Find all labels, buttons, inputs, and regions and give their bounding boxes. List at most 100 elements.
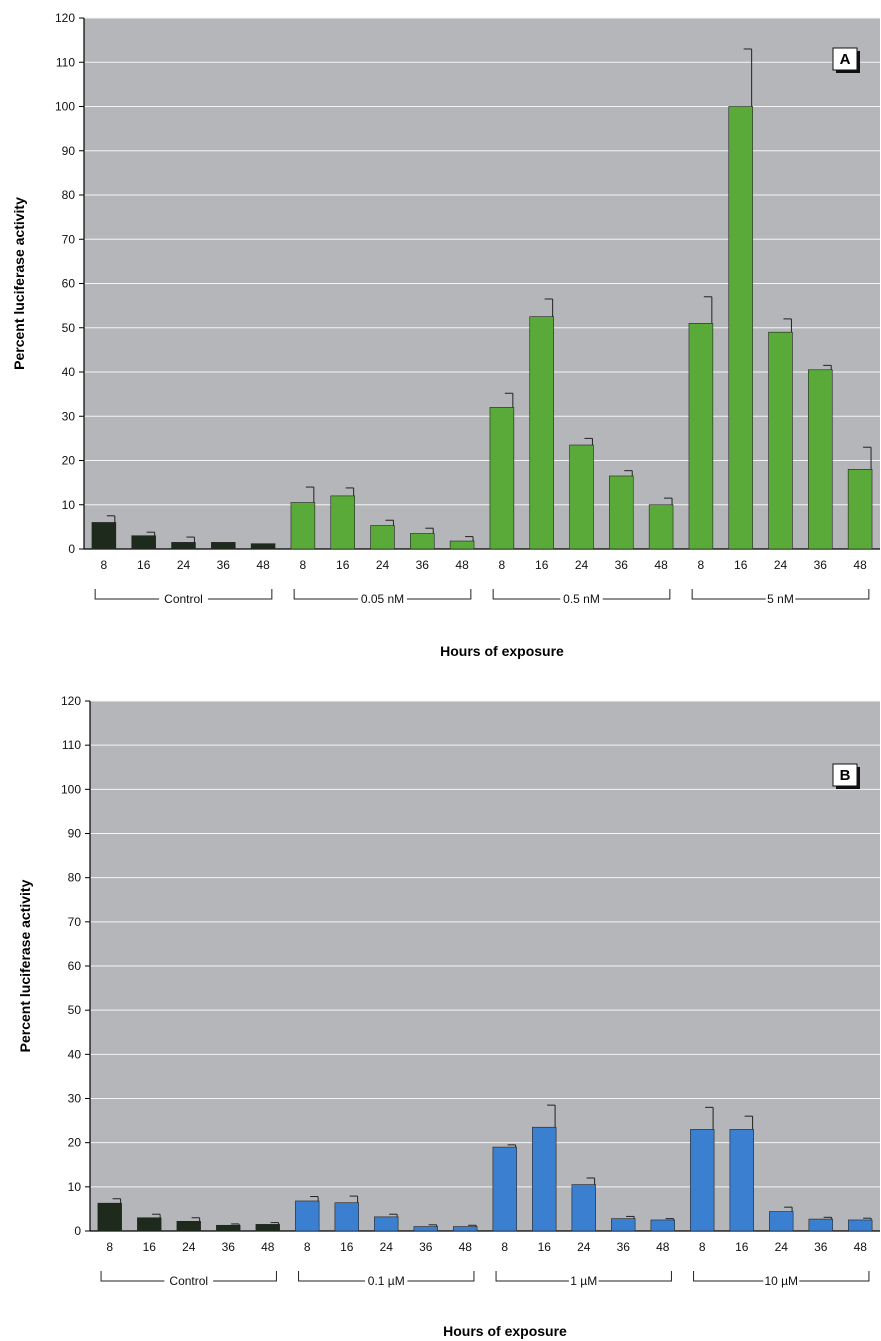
chart-panel-b: 0 10 20 30 40 50 60 70 80 90 100 110 120 8 16 24 36 48 Con…: [17, 694, 880, 1339]
group-label: 1 µM: [570, 1274, 597, 1288]
group-label: 0.05 nM: [361, 592, 404, 606]
x-tick-label: 8: [106, 1240, 113, 1254]
group-bracket: [94, 589, 160, 600]
x-tick-label: 48: [854, 1240, 868, 1254]
y-tick-label: 30: [68, 1092, 82, 1106]
y-tick-label: 30: [62, 409, 76, 423]
bar: [650, 1219, 675, 1232]
bar: [334, 1202, 359, 1232]
bar: [453, 1226, 478, 1232]
y-tick-label: 60: [68, 959, 82, 973]
bar: [808, 369, 833, 550]
y-tick-label: 0: [74, 1224, 81, 1238]
panel-letter: B: [840, 767, 851, 784]
y-tick-label: 70: [62, 232, 76, 246]
y-tick-label: 10: [62, 498, 76, 512]
y-axis-title: Percent luciferase activity: [11, 197, 27, 370]
bar: [97, 1202, 122, 1232]
bar: [690, 1129, 715, 1232]
bar: [91, 522, 117, 550]
y-tick-label: 90: [68, 827, 82, 841]
group-bracket: [799, 1271, 870, 1282]
group-label: Control: [169, 1274, 208, 1288]
x-tick-label: 24: [575, 558, 589, 572]
bar: [571, 1184, 596, 1232]
group-bracket: [602, 589, 671, 600]
bar: [330, 495, 355, 550]
x-tick-label: 48: [853, 558, 867, 572]
x-tick-label: 24: [775, 1240, 789, 1254]
group-bracket: [406, 589, 472, 600]
y-tick-label: 80: [62, 188, 76, 202]
x-tick-label: 16: [336, 558, 350, 572]
bar: [250, 543, 276, 550]
y-tick-label: 110: [56, 55, 75, 69]
bar: [729, 1129, 754, 1232]
bar: [489, 407, 515, 550]
x-tick-label: 16: [137, 558, 151, 572]
x-tick-label: 16: [143, 1240, 157, 1254]
x-tick-label: 48: [261, 1240, 275, 1254]
x-tick-label: 24: [774, 558, 788, 572]
x-tick-label: 48: [654, 558, 668, 572]
x-tick-label: 48: [656, 1240, 670, 1254]
bar: [255, 1224, 280, 1232]
bar: [370, 525, 395, 550]
x-tick-label: 8: [501, 1240, 508, 1254]
group-bracket: [100, 1271, 165, 1282]
group-label: 5 nM: [767, 592, 794, 606]
x-tick-label: 36: [419, 1240, 433, 1254]
bar: [413, 1226, 438, 1232]
x-tick-label: 48: [459, 1240, 473, 1254]
bar: [410, 533, 435, 550]
bar: [492, 1146, 517, 1232]
y-tick-label: 110: [62, 738, 81, 752]
group-bracket: [598, 1271, 672, 1282]
bar: [848, 1219, 873, 1232]
group-bracket: [293, 589, 359, 600]
bar: [769, 1211, 794, 1232]
bar: [216, 1224, 241, 1232]
y-tick-label: 120: [55, 11, 75, 25]
y-tick-label: 100: [55, 100, 75, 114]
bar: [688, 323, 714, 550]
bar: [131, 535, 156, 550]
y-axis-title: Percent luciferase activity: [17, 879, 33, 1052]
bar: [728, 106, 753, 550]
x-tick-label: 36: [617, 1240, 631, 1254]
x-tick-label: 48: [256, 558, 270, 572]
x-tick-label: 36: [416, 558, 430, 572]
bar: [171, 542, 196, 550]
x-tick-label: 8: [101, 558, 108, 572]
panel-letter: A: [840, 51, 851, 68]
x-tick-label: 36: [814, 1240, 828, 1254]
group-bracket: [795, 589, 870, 600]
group-label: Control: [164, 592, 203, 606]
bar: [449, 540, 475, 550]
x-tick-label: 48: [455, 558, 469, 572]
group-bracket: [298, 1271, 366, 1282]
x-tick-label: 36: [615, 558, 629, 572]
bar: [374, 1216, 399, 1232]
y-tick-label: 50: [62, 321, 76, 335]
y-tick-label: 90: [62, 144, 76, 158]
x-tick-label: 16: [340, 1240, 354, 1254]
y-tick-label: 40: [68, 1047, 82, 1061]
chart-panel-a: 0 10 20 30 40 50 60 70 80 90 100 110 120 8 16 24 36 48 Con…: [11, 11, 880, 659]
x-tick-label: 16: [735, 1240, 749, 1254]
y-tick-label: 80: [68, 871, 82, 885]
panel-letter-box: [832, 763, 858, 787]
x-tick-label: 24: [177, 558, 191, 572]
x-tick-label: 8: [304, 1240, 311, 1254]
group-label: 0.1 µM: [368, 1274, 405, 1288]
x-tick-label: 24: [577, 1240, 591, 1254]
x-tick-label: 36: [222, 1240, 236, 1254]
y-tick-label: 120: [61, 694, 81, 708]
x-tick-label: 36: [814, 558, 828, 572]
x-axis-title: Hours of exposure: [440, 643, 564, 659]
panel-letter-box: [832, 47, 858, 71]
y-tick-label: 70: [68, 915, 82, 929]
x-tick-label: 8: [300, 558, 307, 572]
bar: [532, 1126, 557, 1232]
x-tick-label: 8: [698, 558, 705, 572]
